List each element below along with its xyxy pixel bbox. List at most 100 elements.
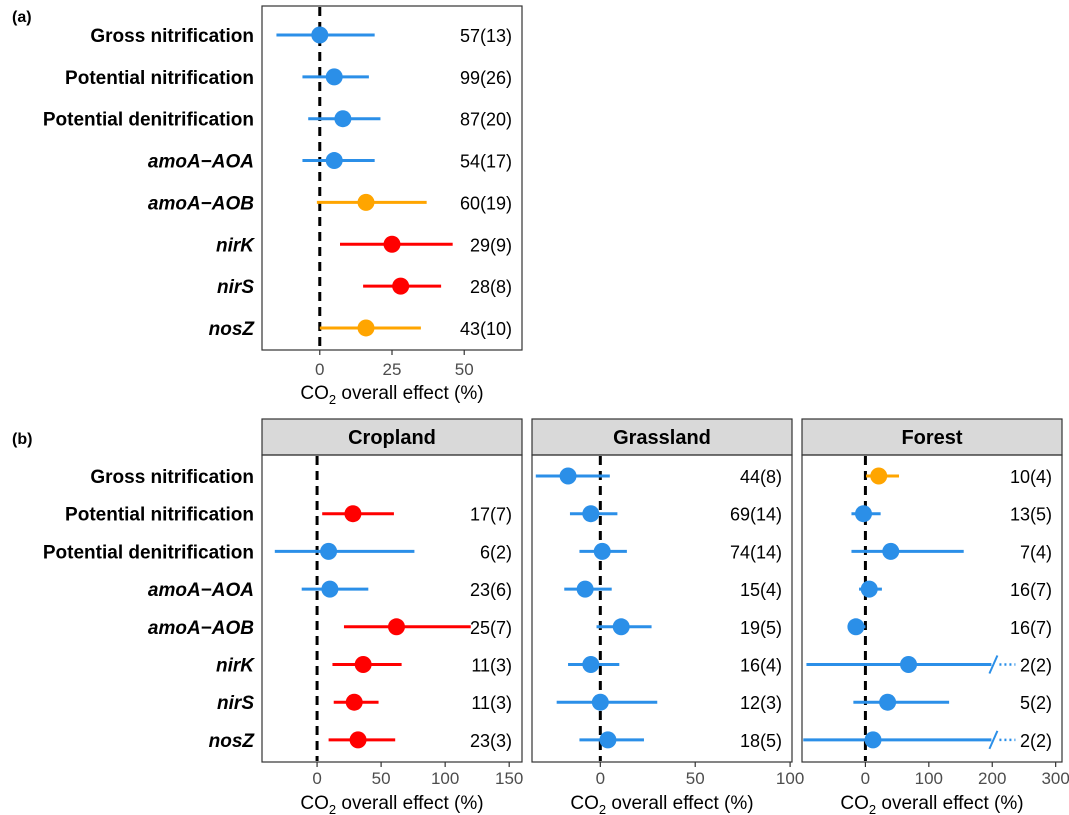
panel-b-grassland-mean-point [593,542,611,560]
panel-a-row-label: nirK [216,235,255,256]
panel-b-grassland-sample-count: 18(5) [740,731,782,751]
panel-a-mean-point [325,68,343,86]
panel-a-letter: (a) [12,9,32,26]
panel-b-grassland-x-axis-title: CO2 overall effect (%) [570,793,753,815]
panel-b-forest-sample-count: 13(5) [1010,505,1052,525]
panel-b-forest-sample-count: 10(4) [1010,467,1052,487]
panel-b-forest-x-axis-title: CO2 overall effect (%) [840,793,1023,815]
panel-b-grassland-sample-count: 12(3) [740,693,782,713]
panel-b-cropland-plot-frame [261,454,523,763]
panel-a-mean-point [311,26,329,44]
panel-b-cropland-mean-point [354,656,372,673]
panel-a-row-label: Gross nitrification [90,26,254,47]
panel-b-forest-mean-point [847,618,865,636]
panel-b-grassland-mean-point [576,580,594,598]
panel-b-grassland-x-tick-label: 100 [776,769,804,788]
panel-a-sample-count: 57(13) [460,26,512,46]
panel-b-cropland-row-label: nosZ [209,731,256,752]
panel-b-cropland-row-label: nirS [217,693,254,714]
panel-a-sample-count: 29(9) [470,235,512,255]
panel-b-cropland-x-tick-label: 100 [431,769,459,788]
panel-b-grassland-sample-count: 15(4) [740,580,782,600]
panel-b-grassland-plot-frame [531,454,793,763]
panel-a-sample-count: 87(20) [460,110,512,130]
panel-b-forest-mean-point [870,467,888,485]
panel-a-row-label: amoA−AOA [148,152,254,173]
panel-b-cropland-mean-point [321,580,339,598]
panel-b-grassland-mean-point [599,731,617,749]
facet-strip-label-forest: Forest [901,427,962,449]
facet-strip-forest [801,418,1063,456]
panel-a-sample-count: 60(19) [460,193,512,213]
panel-a-row-label: nirS [217,277,254,298]
panel-b-forest-x-tick-label: 100 [915,769,943,788]
panel-a-x-tick-label: 0 [315,360,324,379]
panel-b-forest-mean-point [855,505,873,523]
panel-b-forest-sample-count: 16(7) [1010,580,1052,600]
panel-a-mean-point [357,319,375,337]
panel-b-cropland-mean-point [345,693,363,711]
facet-strip-grassland [531,418,793,456]
panel-b-cropland-sample-count: 11(3) [471,693,512,713]
panel-b-grassland-mean-point [582,656,600,673]
panel-b-cropland-mean-point [387,618,405,636]
panel-a-x-tick-label: 50 [455,360,474,379]
panel-a-mean-point [325,152,343,170]
panel-b-forest-sample-count: 7(4) [1020,542,1052,562]
panel-b-forest-x-tick-label: 200 [978,769,1006,788]
panel-a-row-label: Potential nitrification [65,68,254,89]
panel-b-cropland-row-label: nirK [216,656,255,677]
panel-b-forest-axis-break-mark [988,730,999,750]
panel-b-cropland-x-tick-label: 150 [495,769,523,788]
panel-b-cropland-sample-count: 6(2) [480,542,512,562]
panel-b-cropland-row-label: Gross nitrification [90,467,254,488]
panel-b-grassland-sample-count: 16(4) [740,656,782,676]
panel-b-forest-sample-count: 2(2) [1020,731,1052,751]
panel-b-cropland-mean-point [320,542,338,560]
panel-b-forest-sample-count: 5(2) [1020,693,1052,713]
panel-b-grassland-mean-point [582,505,600,523]
panel-a-sample-count: 99(26) [460,68,512,88]
panel-a-plot-frame [261,5,523,351]
panel-b-grassland-sample-count: 44(8) [740,467,782,487]
panel-b-cropland-x-axis-title: CO2 overall effect (%) [300,793,483,815]
panel-a-row-label: amoA−AOB [148,193,254,214]
panel-b-cropland-x-tick-label: 0 [312,769,321,788]
panel-a-mean-point [383,235,401,253]
panel-b-grassland-sample-count: 19(5) [740,618,782,638]
panel-a-sample-count: 43(10) [460,319,512,339]
panel-b-cropland-sample-count: 17(7) [470,505,512,525]
panel-b-forest-mean-point [864,731,882,749]
panel-b-cropland-sample-count: 23(6) [470,580,512,600]
panel-b-cropland-row-label: Potential denitrification [43,542,254,563]
panel-b-grassland-x-tick-label: 0 [596,769,605,788]
panel-b-cropland-x-tick-label: 50 [372,769,391,788]
panel-b-cropland-row-label: amoA−AOA [148,580,254,601]
panel-b-forest-mean-point [860,580,878,598]
panel-b-grassland-mean-point [559,467,577,485]
panel-b-grassland-sample-count: 69(14) [730,505,782,525]
panel-a-mean-point [357,193,375,211]
panel-b-cropland-sample-count: 25(7) [470,618,512,638]
panel-a-x-tick-label: 25 [383,360,402,379]
panel-a-sample-count: 54(17) [460,152,512,172]
panel-b-forest-axis-break-mark [988,655,999,674]
panel-a-mean-point [392,277,410,295]
panel-b-forest-sample-count: 2(2) [1020,656,1052,676]
panel-b-grassland-x-tick-label: 50 [686,769,705,788]
panel-b-forest-mean-point [882,542,900,560]
panel-a-sample-count: 28(8) [470,277,512,297]
panel-b-cropland-row-label: Potential nitrification [65,505,254,526]
panel-a-mean-point [334,110,352,128]
panel-b-cropland-sample-count: 11(3) [471,656,512,676]
panel-b-grassland-sample-count: 74(14) [730,542,782,562]
panel-b-letter: (b) [12,431,32,448]
panel-b-grassland-mean-point [591,693,609,711]
panel-b-forest-plot-frame [801,454,1063,763]
panel-b-cropland-row-label: amoA−AOB [148,618,254,639]
panel-b-cropland-mean-point [349,731,367,749]
panel-a-row-label: Potential denitrification [43,110,254,131]
panel-b-cropland-mean-point [344,505,362,523]
panel-b-cropland-sample-count: 23(3) [470,731,512,751]
